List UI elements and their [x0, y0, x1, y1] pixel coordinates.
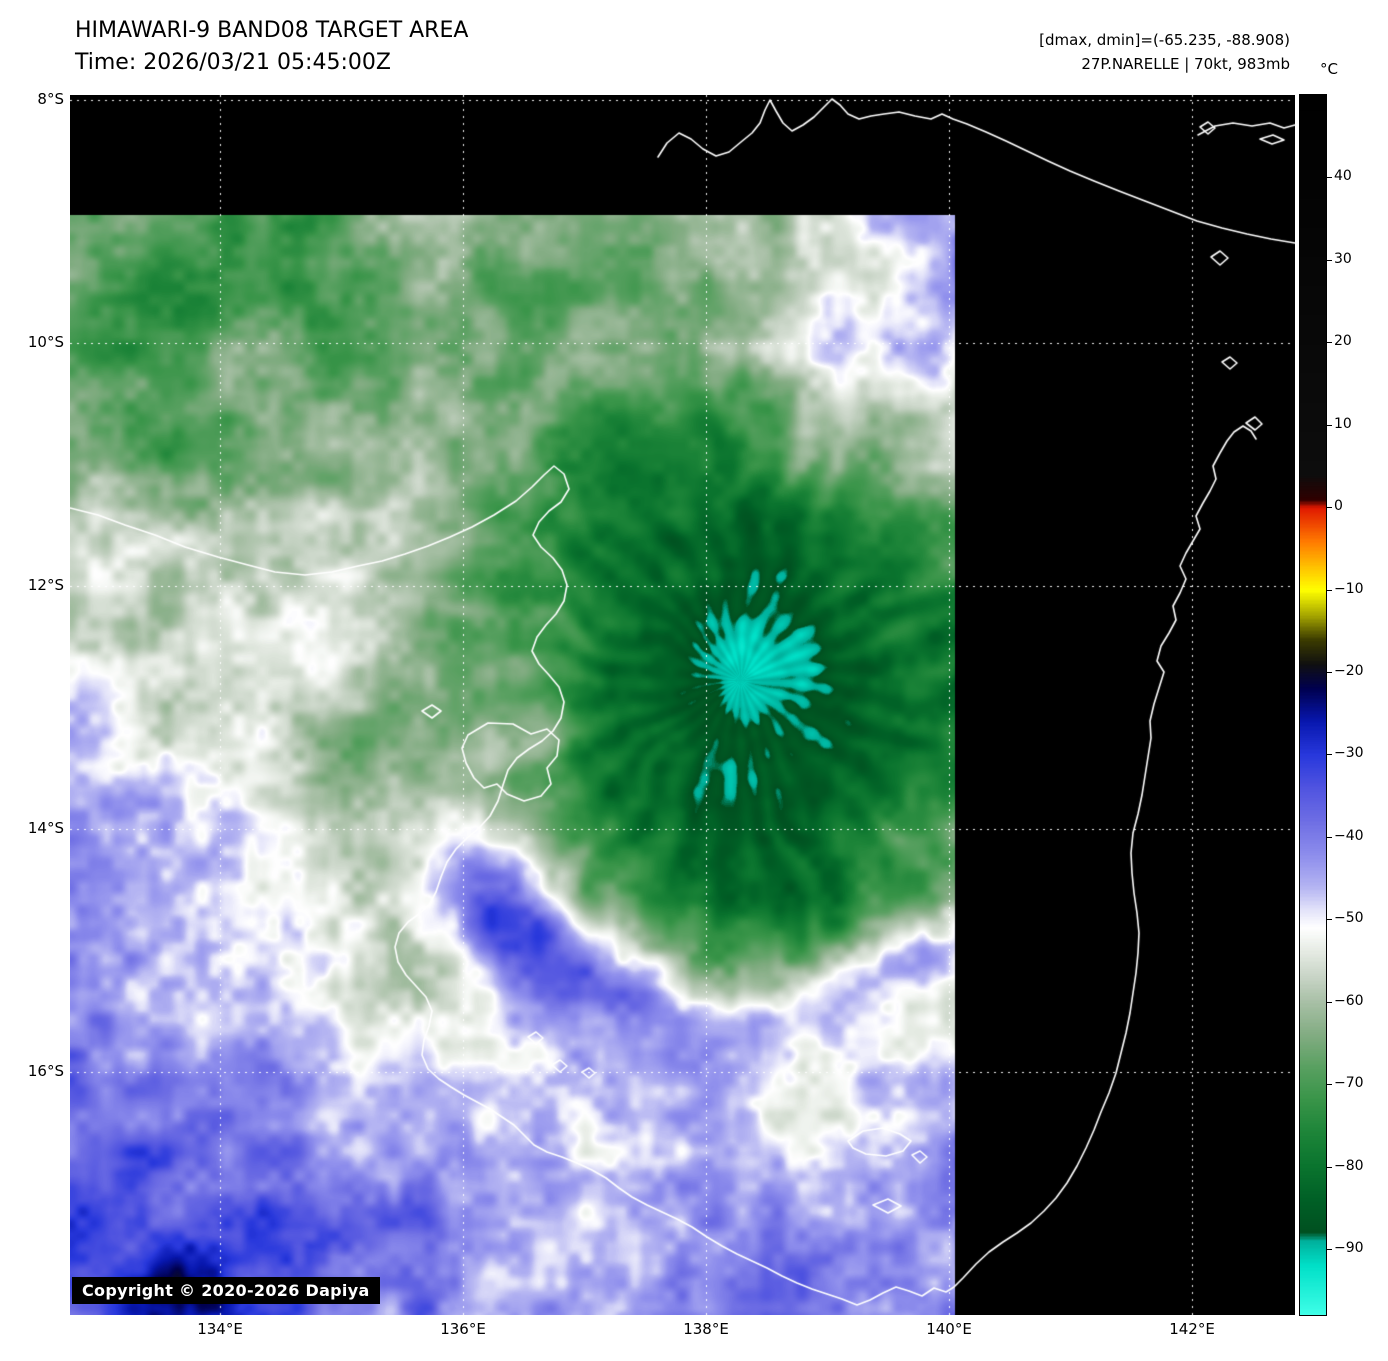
dmax-dmin-readout: [dmax, dmin]=(-65.235, -88.908) [1039, 31, 1290, 49]
colorbar-tick [1327, 1249, 1332, 1251]
product-time: Time: 2026/03/21 05:45:00Z [75, 50, 391, 75]
colorbar-tick-label: −30 [1334, 745, 1364, 762]
colorbar-tick [1327, 672, 1332, 674]
colorbar-tick [1327, 507, 1332, 509]
colorbar-tick-label: 10 [1334, 415, 1352, 432]
product-title: HIMAWARI-9 BAND08 TARGET AREA [75, 18, 469, 43]
colorbar-tick [1327, 1001, 1332, 1003]
colorbar-tick-label: 40 [1334, 168, 1352, 185]
lon-tick-label: 134°E [197, 1320, 243, 1338]
colorbar-tick-label: −50 [1334, 910, 1364, 927]
colorbar-tick-label: −20 [1334, 663, 1364, 680]
lon-tick-label: 142°E [1169, 1320, 1215, 1338]
lon-tick-label: 138°E [683, 1320, 729, 1338]
colorbar-tick-label: 0 [1334, 498, 1343, 515]
colorbar-tick [1327, 177, 1332, 179]
colorbar-tick [1327, 424, 1332, 426]
storm-info: 27P.NARELLE | 70kt, 983mb [1081, 55, 1290, 73]
lon-tick-label: 140°E [926, 1320, 972, 1338]
lat-tick-label: 10°S [27, 333, 64, 351]
colorbar-tick [1327, 589, 1332, 591]
colorbar-tick-label: 30 [1334, 250, 1352, 267]
colorbar [1299, 94, 1327, 1316]
header-right: [dmax, dmin]=(-65.235, -88.908) 27P.NARE… [1039, 28, 1290, 76]
colorbar-tick-label: −40 [1334, 827, 1364, 844]
colorbar-tick-label: −10 [1334, 580, 1364, 597]
lat-tick-label: 16°S [27, 1062, 64, 1080]
colorbar-tick-label: −80 [1334, 1157, 1364, 1174]
lat-tick-label: 14°S [27, 819, 64, 837]
colorbar-tick-label: −70 [1334, 1075, 1364, 1092]
colorbar-tick [1327, 1166, 1332, 1168]
lat-tick-label: 8°S [37, 90, 64, 108]
colorbar-tick-label: 20 [1334, 333, 1352, 350]
colorbar-tick-label: −90 [1334, 1240, 1364, 1257]
colorbar-tick [1327, 1084, 1332, 1086]
colorbar-tick [1327, 754, 1332, 756]
colorbar-unit-label: °C [1320, 60, 1338, 78]
colorbar-tick-label: −60 [1334, 992, 1364, 1009]
lat-tick-label: 12°S [27, 576, 64, 594]
colorbar-tick [1327, 342, 1332, 344]
colorbar-tick [1327, 259, 1332, 261]
copyright-badge: Copyright © 2020-2026 Dapiya [72, 1277, 380, 1304]
colorbar-tick [1327, 836, 1332, 838]
satellite-map-canvas [70, 95, 1295, 1315]
lon-tick-label: 136°E [440, 1320, 486, 1338]
colorbar-tick [1327, 919, 1332, 921]
